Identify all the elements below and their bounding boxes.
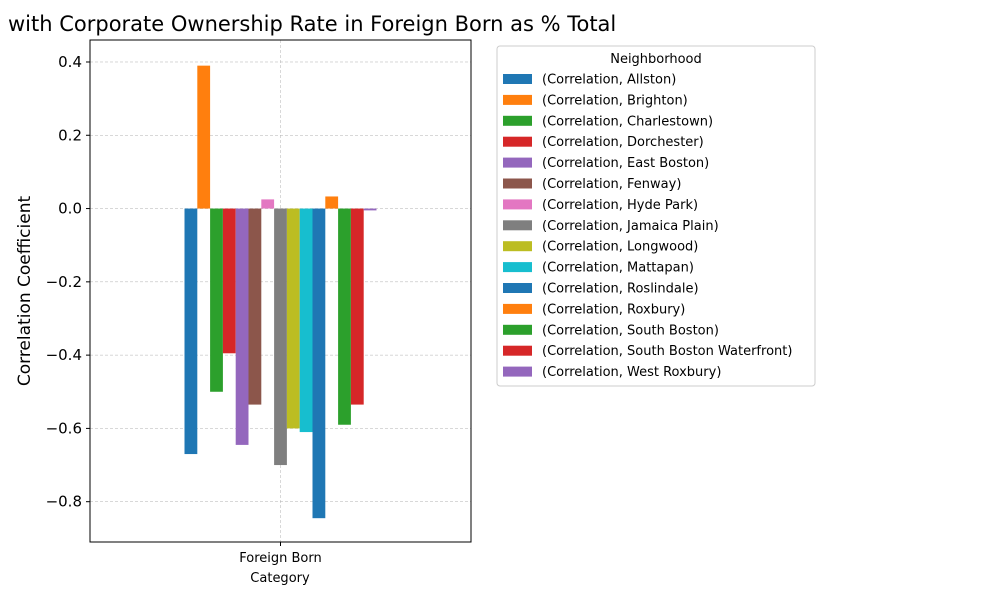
bars <box>184 65 377 519</box>
bar <box>222 208 236 354</box>
x-tick-label: Foreign Born <box>239 551 322 566</box>
y-tick-label: 0.2 <box>58 126 82 144</box>
legend-label: (Correlation, Charlestown) <box>542 114 713 129</box>
y-tick-label: 0.0 <box>58 200 82 218</box>
legend-label: (Correlation, Brighton) <box>542 93 688 108</box>
bar <box>184 208 198 455</box>
legend-label: (Correlation, Mattapan) <box>542 261 694 276</box>
legend-items: (Correlation, Allston) (Correlation, Brig… <box>503 73 792 380</box>
bar <box>312 208 326 519</box>
legend-swatch <box>503 220 532 231</box>
y-tick-label: −0.4 <box>46 346 82 364</box>
x-axis: Foreign Born <box>239 542 322 566</box>
bar <box>325 196 339 209</box>
chart-title: n with Corporate Ownership Rate in Forei… <box>0 12 616 36</box>
bar <box>235 208 249 445</box>
legend-swatch <box>503 303 532 314</box>
legend-swatch <box>503 157 532 168</box>
legend-swatch <box>503 366 532 377</box>
x-axis-label: Category <box>250 571 310 586</box>
legend-label: (Correlation, Roxbury) <box>542 302 685 317</box>
legend-label: (Correlation, Fenway) <box>542 177 681 192</box>
legend-swatch <box>503 345 532 356</box>
y-tick-label: −0.2 <box>46 273 82 291</box>
y-tick-label: −0.6 <box>46 419 82 437</box>
legend-frame <box>496 45 816 387</box>
legend-label: (Correlation, South Boston Waterfront) <box>542 344 792 359</box>
legend-title: Neighborhood <box>610 52 702 67</box>
bar <box>286 208 300 429</box>
legend-label: (Correlation, Hyde Park) <box>542 198 698 213</box>
y-axis: 0.4 0.2 0.0 −0.2 −0.4 −0.6 −0.8 <box>46 53 90 511</box>
legend-label: (Correlation, Longwood) <box>542 240 698 255</box>
bar <box>274 208 287 466</box>
legend-swatch <box>503 241 532 252</box>
legend-label: (Correlation, Allston) <box>542 73 676 88</box>
bar <box>248 208 262 405</box>
legend: Neighborhood (Correlation, Allston)(Corr… <box>496 45 816 387</box>
legend-swatch <box>503 94 532 105</box>
bar <box>210 208 223 392</box>
bar <box>338 208 351 425</box>
legend-swatch <box>503 136 532 147</box>
legend-swatch <box>503 324 532 335</box>
bar <box>299 208 313 433</box>
y-axis-label: Correlation Coefficient <box>15 196 35 387</box>
legend-swatch <box>503 178 532 189</box>
legend-swatch <box>503 283 532 293</box>
legend-swatch <box>503 115 532 126</box>
legend-swatch <box>503 262 532 273</box>
legend-swatch <box>503 199 532 210</box>
legend-swatch <box>503 74 532 84</box>
y-tick-label: −0.8 <box>46 493 82 511</box>
legend-label: (Correlation, East Boston) <box>542 156 709 171</box>
y-tick-label: 0.4 <box>58 53 82 71</box>
legend-label: (Correlation, Jamaica Plain) <box>542 219 719 234</box>
legend-label: (Correlation, Dorchester) <box>542 135 704 150</box>
bar <box>350 208 364 405</box>
bar <box>261 199 275 209</box>
legend-label: (Correlation, South Boston) <box>542 323 719 338</box>
bar <box>363 208 377 211</box>
legend-label: (Correlation, Roslindale) <box>542 282 699 297</box>
legend-label: (Correlation, West Roxbury) <box>542 365 721 380</box>
bar <box>197 65 211 209</box>
